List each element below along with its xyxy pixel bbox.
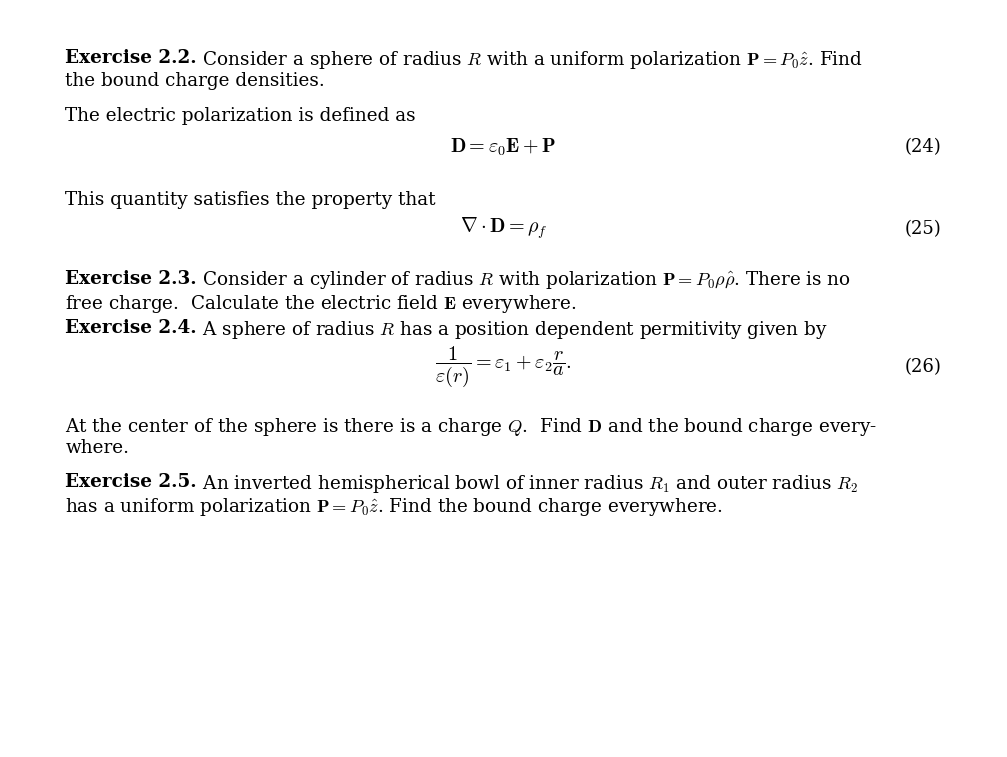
Text: (25): (25)	[905, 220, 942, 238]
Text: Exercise 2.2.: Exercise 2.2.	[65, 49, 197, 67]
Text: $\dfrac{1}{\varepsilon(r)} = \varepsilon_1 + \varepsilon_2\dfrac{r}{a}.$: $\dfrac{1}{\varepsilon(r)} = \varepsilon…	[435, 345, 572, 389]
Text: This quantity satisfies the property that: This quantity satisfies the property tha…	[65, 191, 436, 209]
Text: $\boldsymbol{\nabla} \cdot \mathbf{D} = \rho_f$: $\boldsymbol{\nabla} \cdot \mathbf{D} = …	[459, 216, 548, 241]
Text: A sphere of radius $R$ has a position dependent permitivity given by: A sphere of radius $R$ has a position de…	[197, 319, 828, 341]
Text: Consider a cylinder of radius $R$ with polarization $\mathbf{P} = P_0\rho\hat{\r: Consider a cylinder of radius $R$ with p…	[197, 270, 851, 292]
Text: where.: where.	[65, 439, 130, 457]
Text: $\mathbf{D} = \varepsilon_0\mathbf{E} + \mathbf{P}$: $\mathbf{D} = \varepsilon_0\mathbf{E} + …	[450, 136, 557, 157]
Text: An inverted hemispherical bowl of inner radius $R_1$ and outer radius $R_2$: An inverted hemispherical bowl of inner …	[197, 473, 858, 495]
Text: Consider a sphere of radius $R$ with a uniform polarization $\mathbf{P} = P_0\ha: Consider a sphere of radius $R$ with a u…	[197, 49, 863, 71]
Text: (26): (26)	[904, 358, 942, 376]
Text: free charge.  Calculate the electric field $\mathbf{E}$ everywhere.: free charge. Calculate the electric fiel…	[65, 293, 577, 315]
Text: (24): (24)	[905, 138, 942, 156]
Text: At the center of the sphere is there is a charge $Q$.  Find $\mathbf{D}$ and the: At the center of the sphere is there is …	[65, 416, 877, 438]
Text: Exercise 2.4.: Exercise 2.4.	[65, 319, 197, 338]
Text: Exercise 2.5.: Exercise 2.5.	[65, 473, 197, 491]
Text: The electric polarization is defined as: The electric polarization is defined as	[65, 107, 416, 126]
Text: Exercise 2.3.: Exercise 2.3.	[65, 270, 197, 288]
Text: the bound charge densities.: the bound charge densities.	[65, 72, 325, 90]
Text: has a uniform polarization $\mathbf{P} = P_0\hat{z}$. Find the bound charge ever: has a uniform polarization $\mathbf{P} =…	[65, 496, 723, 518]
